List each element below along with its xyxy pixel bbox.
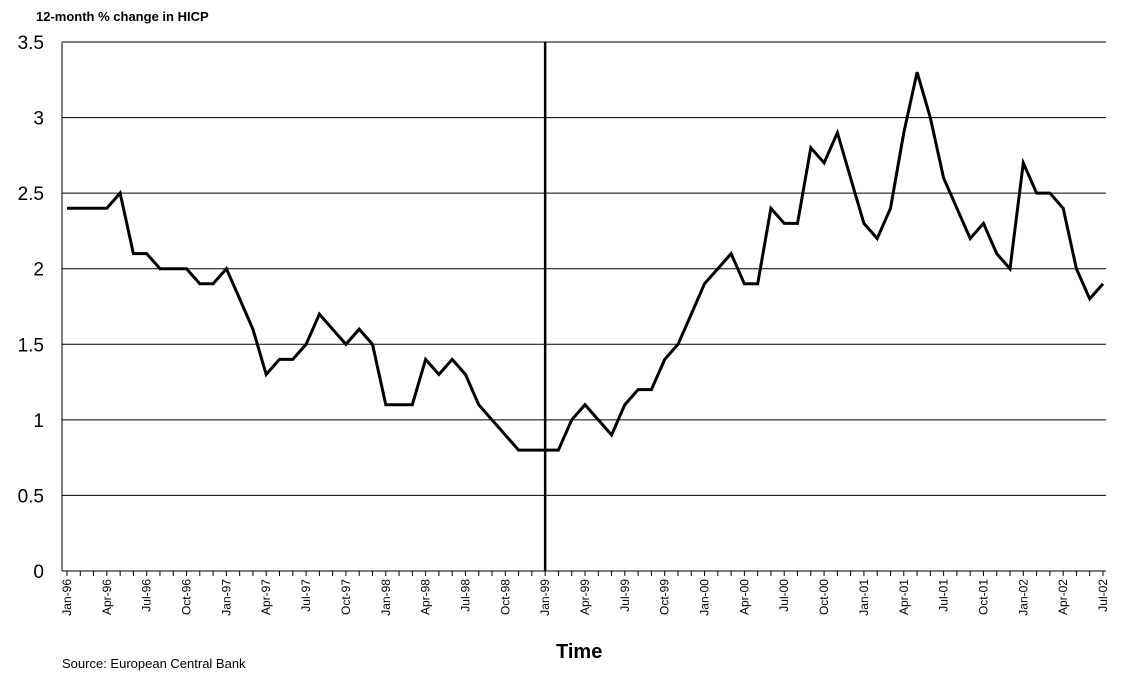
x-tick-label: Oct-01: [976, 579, 990, 615]
x-tick-label: Oct-96: [180, 579, 194, 615]
x-tick-label: Jul-98: [458, 579, 472, 612]
y-tick-label: 2: [33, 260, 44, 281]
x-tick-label: Jan-96: [60, 579, 74, 616]
x-tick-label: Jan-01: [857, 579, 871, 616]
x-tick-label: Jul-99: [618, 579, 632, 612]
x-tick-label: Jul-01: [937, 579, 951, 612]
y-tick-label: 2.5: [18, 184, 44, 205]
y-tick-label: 0.5: [18, 486, 44, 507]
x-tick-label: Jan-98: [379, 579, 393, 616]
x-axis-label: Time: [556, 641, 603, 663]
x-tick-label: Apr-01: [897, 579, 911, 615]
x-tick-label: Apr-99: [578, 579, 592, 615]
x-tick-label: Apr-02: [1056, 579, 1070, 615]
x-tick-label: Jul-02: [1096, 579, 1110, 612]
x-tick-label: Oct-00: [817, 579, 831, 615]
x-tick-label: Jan-99: [538, 579, 552, 616]
y-tick-label: 3.5: [18, 33, 44, 54]
x-tick-label: Jan-00: [698, 579, 712, 616]
x-tick-label: Jul-00: [777, 579, 791, 612]
y-tick-label: 1.5: [18, 335, 44, 356]
y-tick-label: 3: [33, 109, 44, 130]
x-tick-label: Oct-99: [658, 579, 672, 615]
x-tick-label: Jul-96: [140, 579, 154, 612]
y-axis-label: 12-month % change in HICP: [36, 9, 209, 24]
x-tick-label: Apr-96: [100, 579, 114, 615]
x-tick-label: Oct-97: [339, 579, 353, 615]
series-line-hicp: [67, 71, 1105, 452]
x-tick-label: Apr-98: [419, 579, 433, 615]
y-tick-label: 1: [33, 411, 44, 432]
y-tick-label: 0: [33, 562, 44, 583]
x-tick-label: Apr-97: [259, 579, 273, 615]
x-tick-label: Jan-02: [1016, 579, 1030, 616]
x-tick-label: Jul-97: [299, 579, 313, 612]
x-tick-label: Oct-98: [498, 579, 512, 615]
x-tick-label: Apr-00: [737, 579, 751, 615]
x-tick-label: Jan-97: [219, 579, 233, 616]
source-note: Source: European Central Bank: [62, 656, 246, 671]
